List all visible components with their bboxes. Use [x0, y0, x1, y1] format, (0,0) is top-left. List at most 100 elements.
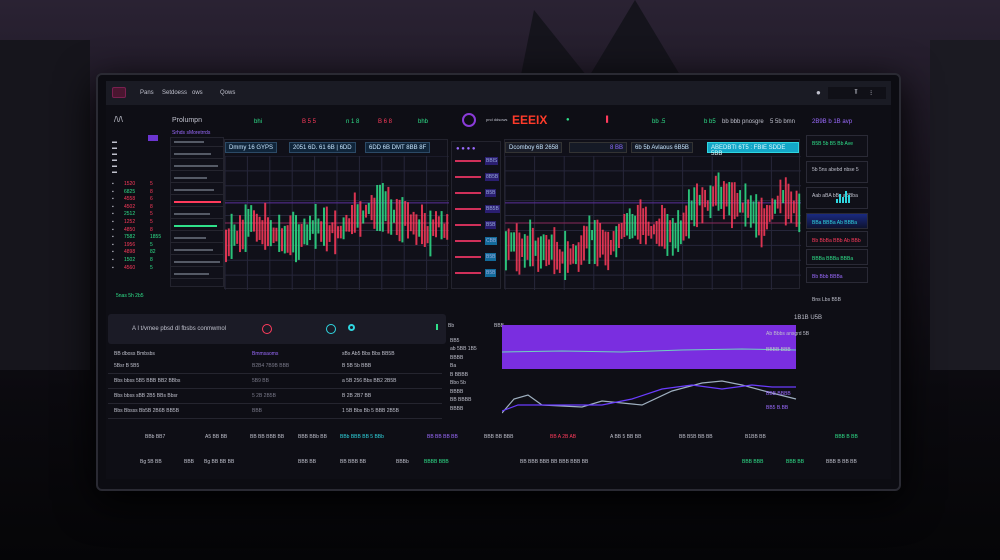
- table-header[interactable]: BB dboss Bmbsbs: [114, 351, 155, 357]
- alert-icon[interactable]: [262, 324, 272, 334]
- order-value[interactable]: B5B: [485, 221, 497, 229]
- stat-item: BB A 2B AB: [550, 434, 577, 440]
- power-icon[interactable]: [462, 113, 476, 127]
- news-item[interactable]: [174, 249, 213, 251]
- right-panel-card[interactable]: [806, 187, 868, 209]
- candles[interactable]: [505, 156, 801, 290]
- area-line-chart[interactable]: [502, 325, 800, 417]
- sidebar-icon[interactable]: ▬: [112, 169, 117, 175]
- chart-tab[interactable]: Dcomboy 6B 2658: [505, 142, 563, 153]
- news-item[interactable]: [174, 165, 218, 167]
- info-icon[interactable]: [326, 324, 336, 334]
- brand-name: EEEIX: [512, 113, 548, 127]
- news-item[interactable]: [174, 153, 211, 155]
- news-item[interactable]: [174, 189, 214, 191]
- volume-bar: [845, 191, 847, 203]
- candles[interactable]: [225, 156, 449, 290]
- table-cell: 5 2B 2B5B: [252, 393, 276, 399]
- menu-item[interactable]: Setdoess: [162, 90, 188, 96]
- chart-tab[interactable]: ABEDBTI 6T5 : FBIE SDDE 5BB: [707, 142, 799, 157]
- sidebar-icon[interactable]: ▬: [112, 163, 117, 169]
- chart-tab[interactable]: 8 BB: [569, 142, 627, 153]
- right-panel-card[interactable]: [806, 213, 868, 229]
- candle: [286, 225, 289, 253]
- ticker: 5 5b bmn: [770, 119, 796, 125]
- order-value[interactable]: B5B: [485, 253, 497, 261]
- candle: [381, 183, 384, 232]
- sidebar-icon[interactable]: ▬: [112, 145, 117, 151]
- right-panel-card[interactable]: [806, 161, 868, 183]
- order-value[interactable]: B5B: [485, 189, 497, 197]
- sidebar-icon[interactable]: ▪: [112, 188, 114, 195]
- chart-tab[interactable]: 6DD 6B DMT 8BB 8F: [365, 142, 431, 153]
- sidebar-icon[interactable]: ▪: [112, 219, 114, 225]
- menu-item[interactable]: ows: [192, 90, 203, 96]
- settings-icon[interactable]: ⫪: [854, 89, 858, 96]
- candle: [553, 227, 556, 275]
- menu-icon[interactable]: ⁝: [870, 90, 873, 97]
- sidebar-icon[interactable]: ▪: [112, 196, 114, 203]
- candle: [337, 226, 339, 239]
- order-value[interactable]: BBIS: [485, 157, 499, 165]
- right-panel-card[interactable]: [806, 231, 868, 247]
- sidebar-icon[interactable]: ▬: [112, 157, 117, 163]
- chart-tab[interactable]: Dmmy 16 GYPS: [225, 142, 278, 153]
- sidebar-icon[interactable]: ▪: [112, 181, 114, 187]
- news-item[interactable]: [174, 261, 220, 263]
- menu-item[interactable]: Qows: [220, 90, 236, 96]
- sidebar-icon[interactable]: ▬: [112, 151, 117, 157]
- sidebar-icon[interactable]: ▪: [112, 234, 114, 241]
- candle: [757, 201, 760, 236]
- table-header[interactable]: Bmmsaoms: [252, 351, 279, 357]
- candle: [588, 215, 591, 264]
- status-indicator: [436, 324, 438, 330]
- order-value[interactable]: BB5B: [485, 205, 500, 213]
- chart-tab[interactable]: 6b 5b Avlaous 6B5B: [631, 142, 693, 153]
- order-value[interactable]: CBB: [485, 237, 498, 245]
- sidebar-toggle-button[interactable]: [148, 135, 158, 141]
- right-panel-card[interactable]: [806, 135, 868, 157]
- volume-bar: [842, 197, 844, 203]
- ticker: bb bbb pnosgre: [722, 119, 764, 125]
- candle: [264, 202, 267, 250]
- order-value[interactable]: 8B5B: [485, 173, 500, 181]
- news-item[interactable]: [174, 225, 217, 227]
- row-divider: [108, 403, 442, 404]
- news-item[interactable]: [174, 177, 207, 179]
- menu-item[interactable]: Pans: [140, 90, 154, 96]
- user-icon[interactable]: ●: [816, 88, 821, 97]
- candle: [682, 212, 685, 241]
- right-panel-card[interactable]: [806, 267, 868, 283]
- candle: [566, 241, 569, 273]
- sidebar-icon[interactable]: ▪: [112, 226, 114, 233]
- chart-tab[interactable]: 2051 6D. 61 6B | 6DD: [289, 142, 356, 153]
- sidebar-icon[interactable]: ▪: [112, 211, 114, 218]
- refresh-icon[interactable]: [348, 324, 355, 331]
- order-value[interactable]: B5B: [485, 269, 497, 277]
- right-panel-card[interactable]: [806, 249, 868, 265]
- candle: [407, 202, 409, 239]
- table-header[interactable]: sBs Ab5 Bbs Bbs BB5B: [342, 351, 395, 357]
- news-item[interactable]: [174, 213, 210, 215]
- sidebar-icon[interactable]: ▪: [112, 257, 114, 263]
- candle: [387, 186, 390, 234]
- candle: [696, 183, 698, 228]
- logo-icon[interactable]: [112, 87, 126, 98]
- candle: [709, 185, 712, 219]
- sidebar-change: 5: [150, 211, 153, 218]
- sidebar-icon[interactable]: ▬: [112, 139, 117, 145]
- candle: [531, 227, 534, 267]
- news-item[interactable]: [174, 273, 209, 275]
- sidebar-icon[interactable]: ▪: [112, 264, 114, 271]
- candle: [591, 230, 593, 241]
- candle: [398, 199, 401, 242]
- sidebar-icon[interactable]: ▪: [112, 249, 114, 256]
- sidebar-price: 6825: [124, 188, 136, 195]
- sidebar-price: 2512: [124, 211, 136, 218]
- news-item[interactable]: [174, 141, 204, 143]
- news-item[interactable]: [174, 201, 221, 203]
- sidebar-icon[interactable]: ▪: [112, 203, 114, 210]
- sidebar-icon[interactable]: ▪: [112, 241, 114, 248]
- news-item[interactable]: [174, 237, 206, 239]
- candle: [615, 226, 618, 258]
